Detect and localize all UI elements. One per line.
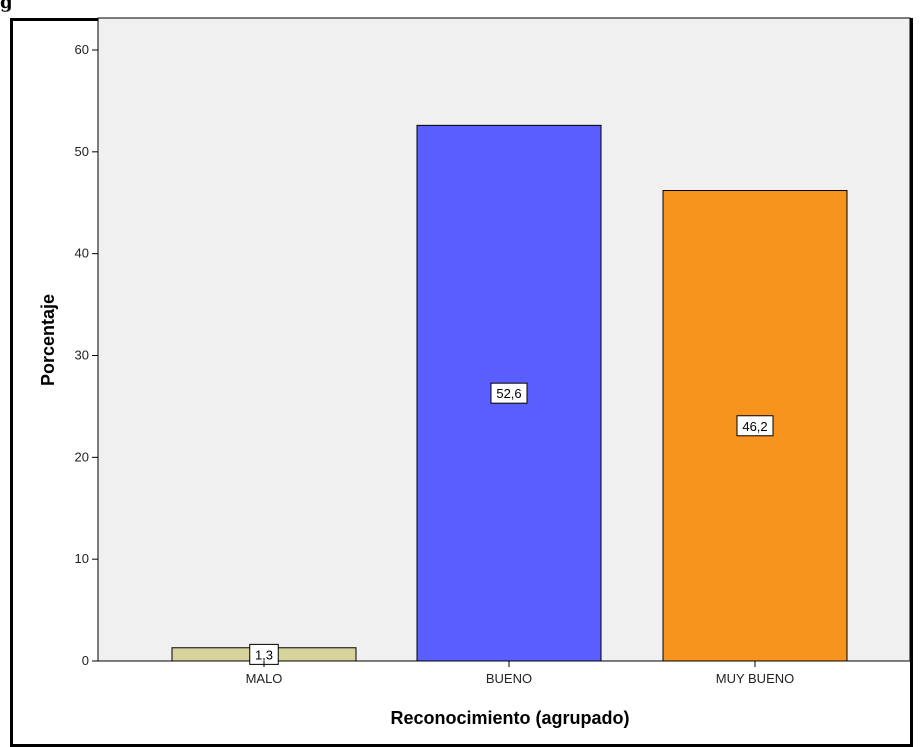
- y-tick-label: 10: [75, 551, 89, 566]
- figure-caption: g: [0, 0, 13, 13]
- y-tick-label: 60: [75, 42, 89, 57]
- y-axis-title: Porcentaje: [38, 294, 58, 386]
- bars: 1,3 52,6 46,2: [171, 124, 848, 665]
- x-axis-title: Reconocimiento (agrupado): [390, 708, 629, 728]
- data-label: 52,6: [496, 386, 521, 401]
- data-label-box: [490, 382, 528, 404]
- y-tick-label: 40: [75, 246, 89, 261]
- y-tick-label: 0: [82, 653, 89, 668]
- y-tick-label: 50: [75, 144, 89, 159]
- x-axis: MALO BUENO MUY BUENO: [246, 661, 795, 686]
- x-category-label: MUY BUENO: [716, 671, 795, 686]
- y-tick-label: 20: [75, 449, 89, 464]
- data-label: 46,2: [742, 419, 767, 434]
- x-category-label: MALO: [246, 671, 283, 686]
- data-label-box: [736, 415, 774, 437]
- x-category-label: BUENO: [486, 671, 532, 686]
- data-label: 1,3: [255, 647, 273, 662]
- y-tick-label: 30: [75, 348, 89, 363]
- y-axis: 0 10 20 30 40 50 60: [75, 42, 98, 668]
